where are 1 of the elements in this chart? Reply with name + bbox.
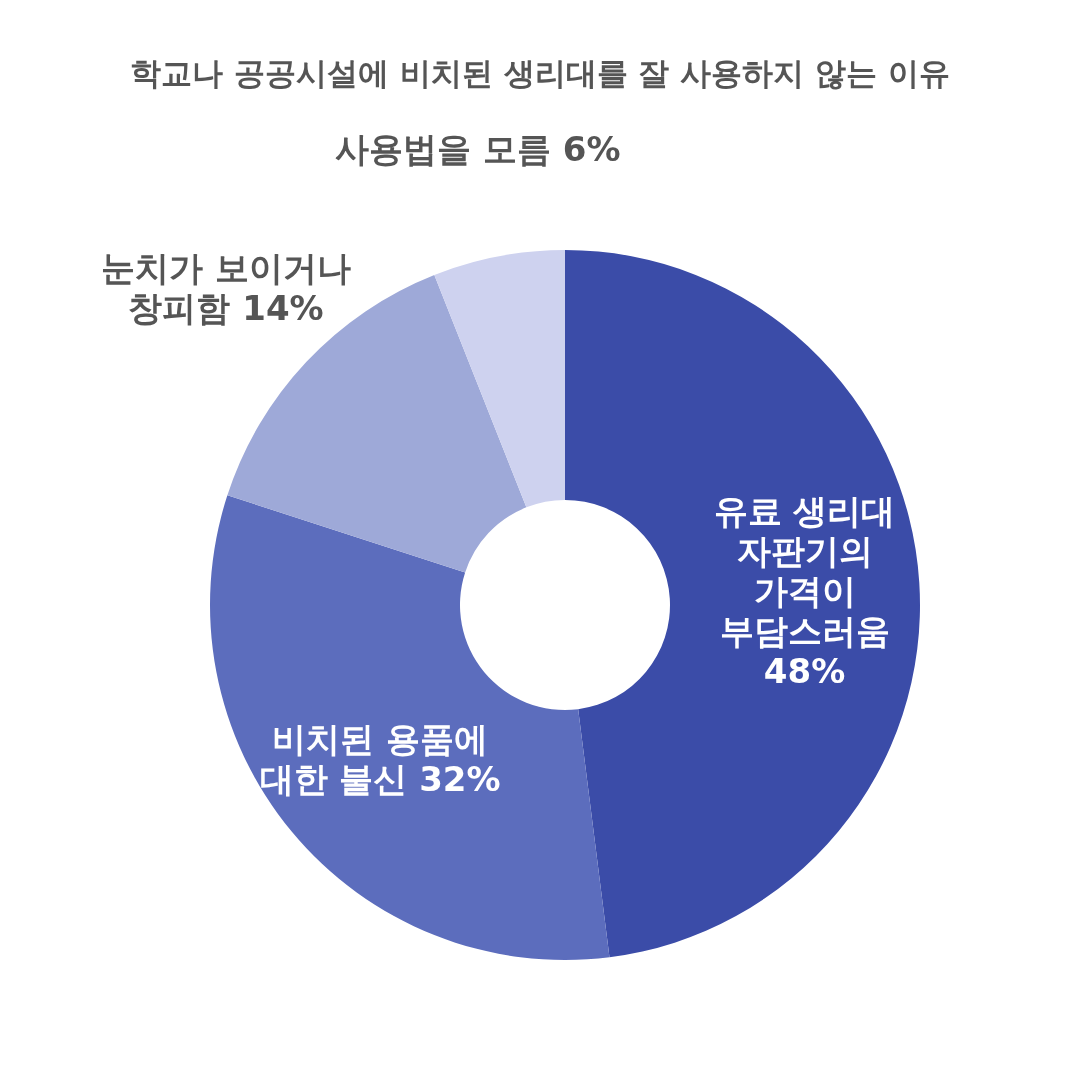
chart-title: 학교나 공공시설에 비치된 생리대를 잘 사용하지 않는 이유 xyxy=(130,55,950,91)
